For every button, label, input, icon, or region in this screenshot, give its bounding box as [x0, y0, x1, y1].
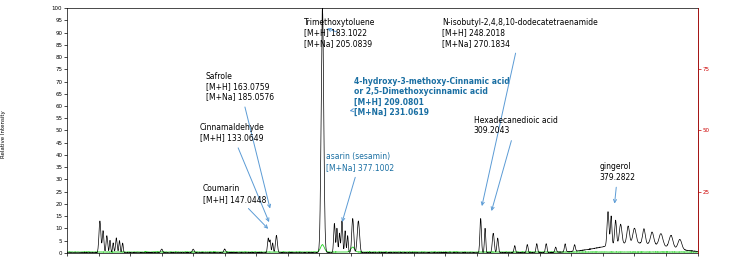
- Text: Trimethoxytoluene
[M+H] 183.1022
[M+Na] 205.0839: Trimethoxytoluene [M+H] 183.1022 [M+Na] …: [304, 18, 375, 48]
- Text: Coumarin
[M+H] 147.0448: Coumarin [M+H] 147.0448: [203, 184, 267, 228]
- Text: Cinnamaldehyde
[M+H] 133.0649: Cinnamaldehyde [M+H] 133.0649: [199, 123, 269, 221]
- Text: asarin (sesamin)
[M+Na] 377.1002: asarin (sesamin) [M+Na] 377.1002: [325, 153, 394, 221]
- Text: Hexadecanedioic acid
309.2043: Hexadecanedioic acid 309.2043: [474, 116, 557, 210]
- Text: gingerol
379.2822: gingerol 379.2822: [600, 162, 636, 203]
- Text: Safrole
[M+H] 163.0759
[M+Na] 185.0576: Safrole [M+H] 163.0759 [M+Na] 185.0576: [206, 72, 274, 207]
- Text: Relative Intensity: Relative Intensity: [1, 111, 6, 158]
- Text: 4-hydroxy-3-methoxy-Cinnamic acid
or 2,5-Dimethoxycinnamic acid
[M+H] 209.0801
[: 4-hydroxy-3-methoxy-Cinnamic acid or 2,5…: [351, 77, 510, 117]
- Text: N-isobutyl-2,4,8,10-dodecatetraenamide
[M+H] 248.2018
[M+Na] 270.1834: N-isobutyl-2,4,8,10-dodecatetraenamide […: [442, 18, 598, 205]
